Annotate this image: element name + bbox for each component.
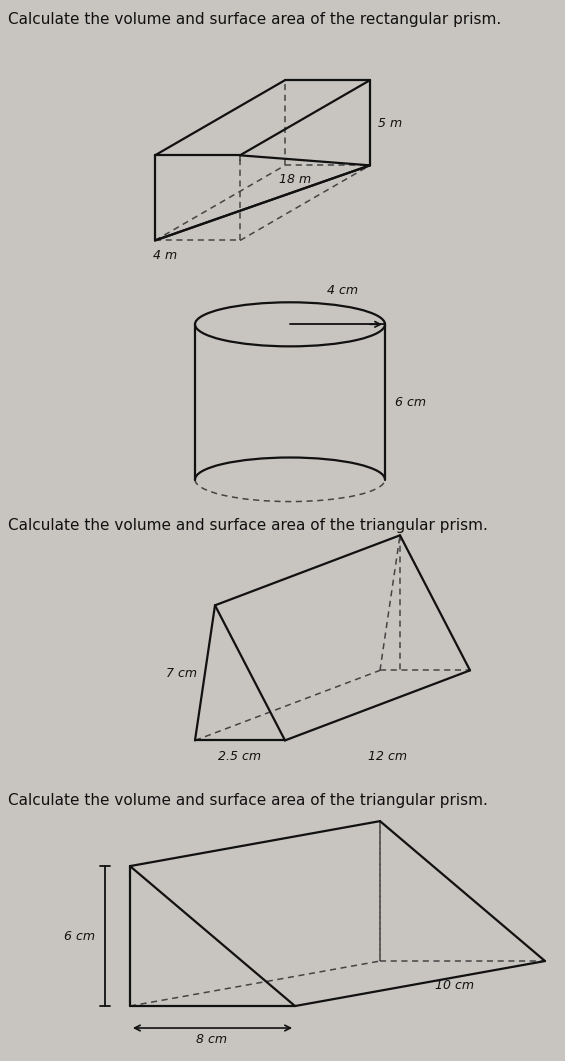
Text: 4 m: 4 m [153, 248, 177, 261]
Text: 7 cm: 7 cm [166, 667, 197, 680]
Text: 12 cm: 12 cm [367, 750, 406, 764]
Text: 6 cm: 6 cm [395, 396, 426, 408]
Text: Calculate the volume and surface area of the rectangular prism.: Calculate the volume and surface area of… [8, 12, 501, 27]
Text: 6 cm: 6 cm [64, 929, 95, 942]
Text: 18 m: 18 m [279, 173, 311, 187]
Text: 8 cm: 8 cm [197, 1033, 228, 1046]
Text: 4 cm: 4 cm [327, 284, 358, 297]
Text: 10 cm: 10 cm [435, 979, 474, 992]
Text: 5 m: 5 m [378, 117, 402, 129]
Text: Calculate the volume and surface area of the triangular prism.: Calculate the volume and surface area of… [8, 518, 488, 534]
Text: Calculate the volume and surface area of the triangular prism.: Calculate the volume and surface area of… [8, 794, 488, 808]
Text: 2.5 cm: 2.5 cm [219, 750, 262, 764]
